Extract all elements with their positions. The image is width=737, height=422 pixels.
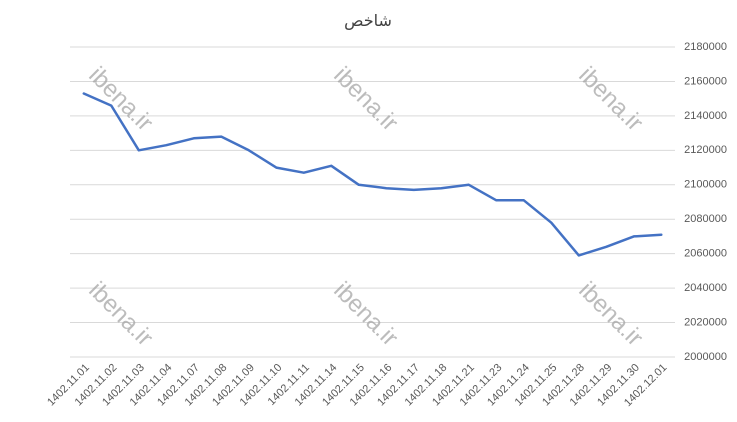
y-tick-label: 2160000: [684, 75, 727, 87]
y-tick-label: 2100000: [684, 179, 727, 191]
y-tick-label: 2120000: [684, 144, 727, 156]
y-tick-label: 2040000: [684, 282, 727, 294]
y-tick-label: 2080000: [684, 213, 727, 225]
y-tick-label: 2180000: [684, 41, 727, 53]
chart-title: شاخص: [344, 13, 392, 31]
y-tick-label: 2000000: [684, 351, 727, 363]
y-tick-label: 2020000: [684, 316, 727, 328]
y-tick-label: 2140000: [684, 110, 727, 122]
y-tick-label: 2060000: [684, 248, 727, 260]
line: [82, 92, 663, 257]
